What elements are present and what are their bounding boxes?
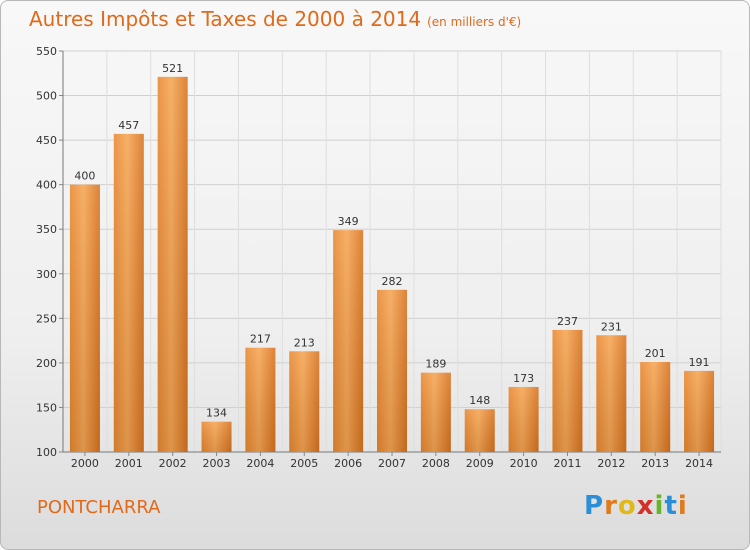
y-tick-label: 100 — [36, 446, 57, 459]
bar-value-label: 400 — [74, 170, 95, 183]
x-tick-label: 2010 — [510, 457, 538, 470]
bar-shade — [245, 347, 276, 452]
bar-shade — [552, 329, 583, 452]
bar-shade — [508, 386, 539, 452]
logo-letter: i — [677, 491, 688, 521]
y-tick-label: 300 — [36, 268, 57, 281]
bar-value-label: 237 — [557, 315, 578, 328]
y-tick-label: 400 — [36, 179, 57, 192]
x-tick-label: 2005 — [290, 457, 318, 470]
bar-shade — [684, 370, 715, 452]
y-tick-label: 250 — [36, 312, 57, 325]
bar-value-label: 457 — [118, 119, 139, 132]
y-tick-label: 350 — [36, 223, 57, 236]
bar-value-label: 231 — [601, 320, 622, 333]
bar-shade — [333, 230, 364, 452]
logo-letter: r — [604, 491, 618, 521]
x-tick-label: 2000 — [71, 457, 99, 470]
city-name: PONTCHARRA — [37, 497, 161, 518]
y-tick-label: 500 — [36, 90, 57, 103]
x-tick-label: 2013 — [641, 457, 669, 470]
y-tick-label: 150 — [36, 401, 57, 414]
bar-value-label: 349 — [338, 215, 359, 228]
bar-value-label: 201 — [645, 347, 666, 360]
x-tick-label: 2014 — [685, 457, 713, 470]
data-labels: 400 457 521 134 217 213 349 282 189 148 173 237 231 2… — [74, 62, 709, 420]
bar-shade — [377, 289, 407, 452]
bar-value-label: 189 — [425, 358, 446, 371]
bar-shade — [596, 335, 627, 452]
x-tick-label: 2001 — [115, 457, 143, 470]
chart-title: Autres Impôts et Taxes de 2000 à 2014 (en… — [29, 7, 522, 31]
bar-value-label: 282 — [382, 275, 403, 288]
bar-value-label: 173 — [513, 372, 534, 385]
logo-letter: i — [654, 491, 665, 521]
logo-letter: t — [664, 491, 678, 521]
x-tick-label: 2004 — [246, 457, 274, 470]
x-tick-label: 2011 — [553, 457, 581, 470]
bar-shade — [201, 421, 232, 452]
x-tick-label: 2008 — [422, 457, 450, 470]
x-tick-label: 2006 — [334, 457, 362, 470]
x-tick-label: 2003 — [203, 457, 231, 470]
logo-letter: x — [636, 491, 655, 521]
bar-value-label: 217 — [250, 333, 271, 346]
bars — [69, 76, 715, 452]
axes: 100 150 200 250 300 350 400 450 500 550 2000 2001 20… — [36, 45, 721, 470]
bar-value-label: 191 — [689, 356, 710, 369]
y-tick-label: 200 — [36, 357, 57, 370]
bar-value-label: 213 — [294, 336, 315, 349]
bar-shade — [69, 184, 100, 452]
bar-shade — [420, 372, 451, 452]
x-tick-label: 2007 — [378, 457, 406, 470]
bar-shade — [640, 361, 671, 452]
y-tick-label: 450 — [36, 134, 57, 147]
bar-shade — [157, 76, 188, 452]
x-tick-label: 2012 — [597, 457, 625, 470]
bar-shade — [464, 409, 495, 452]
bar-value-label: 148 — [469, 394, 490, 407]
x-tick-label: 2002 — [159, 457, 187, 470]
x-tick-label: 2009 — [466, 457, 494, 470]
y-tick-label: 550 — [36, 45, 57, 58]
bar-shade — [113, 133, 144, 452]
chart-subtitle: (en milliers d'€) — [427, 15, 522, 29]
logo-letter: o — [617, 491, 637, 521]
proxiti-logo[interactable]: Proxiti — [584, 491, 688, 521]
logo-letter: P — [584, 491, 605, 521]
bar-value-label: 134 — [206, 407, 227, 420]
bar-value-label: 521 — [162, 62, 183, 75]
bar-shade — [289, 351, 320, 452]
